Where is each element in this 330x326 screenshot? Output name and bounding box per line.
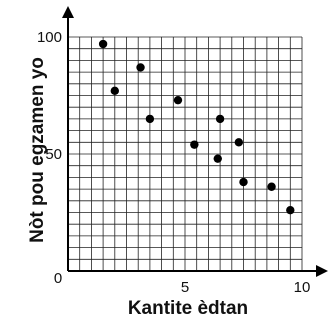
data-point — [190, 140, 199, 149]
data-point — [213, 154, 222, 163]
data-point — [145, 114, 155, 124]
data-point — [110, 86, 120, 96]
grid — [67, 36, 303, 272]
y-axis-label: Nòt pou egzamen yo — [27, 57, 48, 243]
y-axis-arrow — [62, 6, 74, 18]
data-point — [215, 114, 225, 124]
data-point — [98, 39, 108, 49]
x-axis-label: Kantite èdtan — [128, 298, 248, 319]
x-axis-arrow — [316, 265, 328, 277]
data-point — [136, 63, 145, 72]
data-point — [239, 177, 248, 187]
y-tick-label: 50 — [45, 146, 62, 163]
axes — [62, 6, 328, 277]
data-point — [234, 138, 244, 147]
data-points — [98, 39, 295, 215]
x-tick-label: 10 — [294, 279, 311, 296]
data-point — [286, 205, 295, 215]
data-point — [173, 95, 183, 105]
y-tick-label: 100 — [37, 29, 62, 46]
tick-labels: 0 5 10 50 100 — [37, 29, 310, 296]
data-point — [267, 182, 276, 191]
origin-tick-label: 0 — [54, 270, 62, 287]
x-tick-label: 5 — [181, 279, 189, 296]
